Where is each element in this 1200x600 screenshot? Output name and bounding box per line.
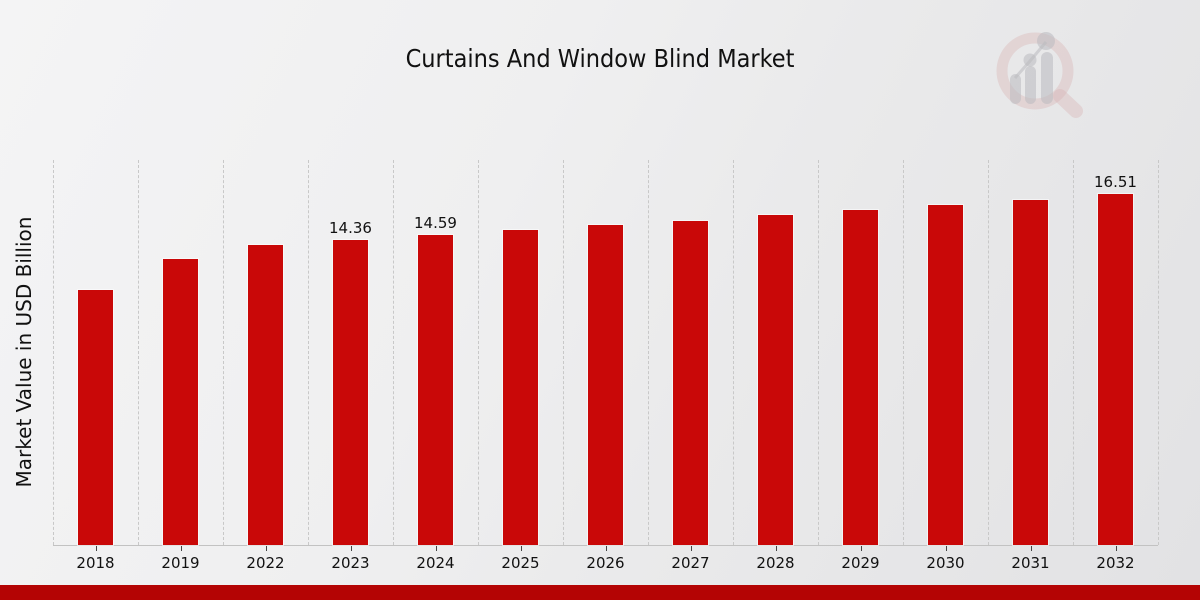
x-axis-tick (435, 546, 437, 551)
logo-bar-1-icon (1010, 74, 1021, 104)
x-axis-tick (605, 546, 607, 551)
x-tick-label: 2026 (586, 554, 625, 572)
bar-value-label: 16.51 (1094, 173, 1137, 192)
gridline (818, 160, 819, 545)
x-tick-label: 2030 (926, 554, 965, 572)
bar-2027 (672, 219, 709, 546)
footer-red-bar (0, 585, 1200, 600)
bar-2025 (502, 229, 539, 546)
gridline (733, 160, 734, 545)
bar-2019 (162, 258, 199, 546)
gridline (138, 160, 139, 545)
logo-bar-2-icon (1025, 66, 1036, 104)
x-tick-label: 2032 (1096, 554, 1135, 572)
gridline (53, 160, 54, 545)
gridline (903, 160, 904, 545)
x-axis-tick (860, 546, 862, 551)
x-axis-tick (775, 546, 777, 551)
bar-2022 (247, 243, 284, 547)
x-tick-label: 2024 (416, 554, 455, 572)
gridline (988, 160, 989, 545)
gridline (308, 160, 309, 545)
x-axis-tick (1115, 546, 1117, 551)
x-tick-label: 2023 (331, 554, 370, 572)
x-axis-tick (265, 546, 267, 551)
plot-area: 2018 2019 2022 14.36 2023 14.59 2024 2025 2026 20… (53, 160, 1159, 572)
gridline (223, 160, 224, 545)
bar-value-label: 14.36 (329, 219, 372, 238)
gridline (393, 160, 394, 545)
bar-2018 (77, 289, 114, 546)
gridline (478, 160, 479, 545)
bar-value-label: 14.59 (414, 214, 457, 233)
x-tick-label: 2029 (841, 554, 880, 572)
x-axis-tick (690, 546, 692, 551)
chart-title: Curtains And Window Blind Market (405, 44, 795, 73)
bar-2024 (417, 234, 454, 546)
gridline (563, 160, 564, 545)
bar-2030 (927, 204, 964, 546)
x-tick-label: 2018 (76, 554, 115, 572)
magnifier-ring-icon (996, 32, 1074, 110)
gridline (1158, 160, 1159, 545)
x-tick-label: 2031 (1011, 554, 1050, 572)
bar-2029 (842, 209, 879, 546)
x-tick-label: 2027 (671, 554, 710, 572)
logo-bar-3-icon (1041, 52, 1053, 104)
bar-2032 (1097, 193, 1134, 546)
x-axis-tick (95, 546, 97, 551)
y-axis-title: Market Value in USD Billion (12, 216, 36, 488)
x-axis-tick (1030, 546, 1032, 551)
bar-2028 (757, 214, 794, 546)
x-tick-label: 2028 (756, 554, 795, 572)
gridline (648, 160, 649, 545)
x-tick-label: 2019 (161, 554, 200, 572)
x-axis-tick (180, 546, 182, 551)
logo-dot-large-icon (1037, 32, 1055, 50)
x-axis-tick (520, 546, 522, 551)
bar-2031 (1012, 198, 1049, 547)
gridline (1073, 160, 1074, 545)
x-tick-label: 2025 (501, 554, 540, 572)
logo-dot-small-icon (1023, 53, 1037, 67)
magnifier-handle-icon (1053, 89, 1083, 118)
x-axis-tick (350, 546, 352, 551)
trend-line-icon (1013, 41, 1048, 79)
x-tick-label: 2022 (246, 554, 285, 572)
bar-2026 (587, 224, 624, 546)
x-axis-tick (945, 546, 947, 551)
bar-2023 (332, 239, 369, 546)
market-research-future-logo (996, 32, 1083, 118)
